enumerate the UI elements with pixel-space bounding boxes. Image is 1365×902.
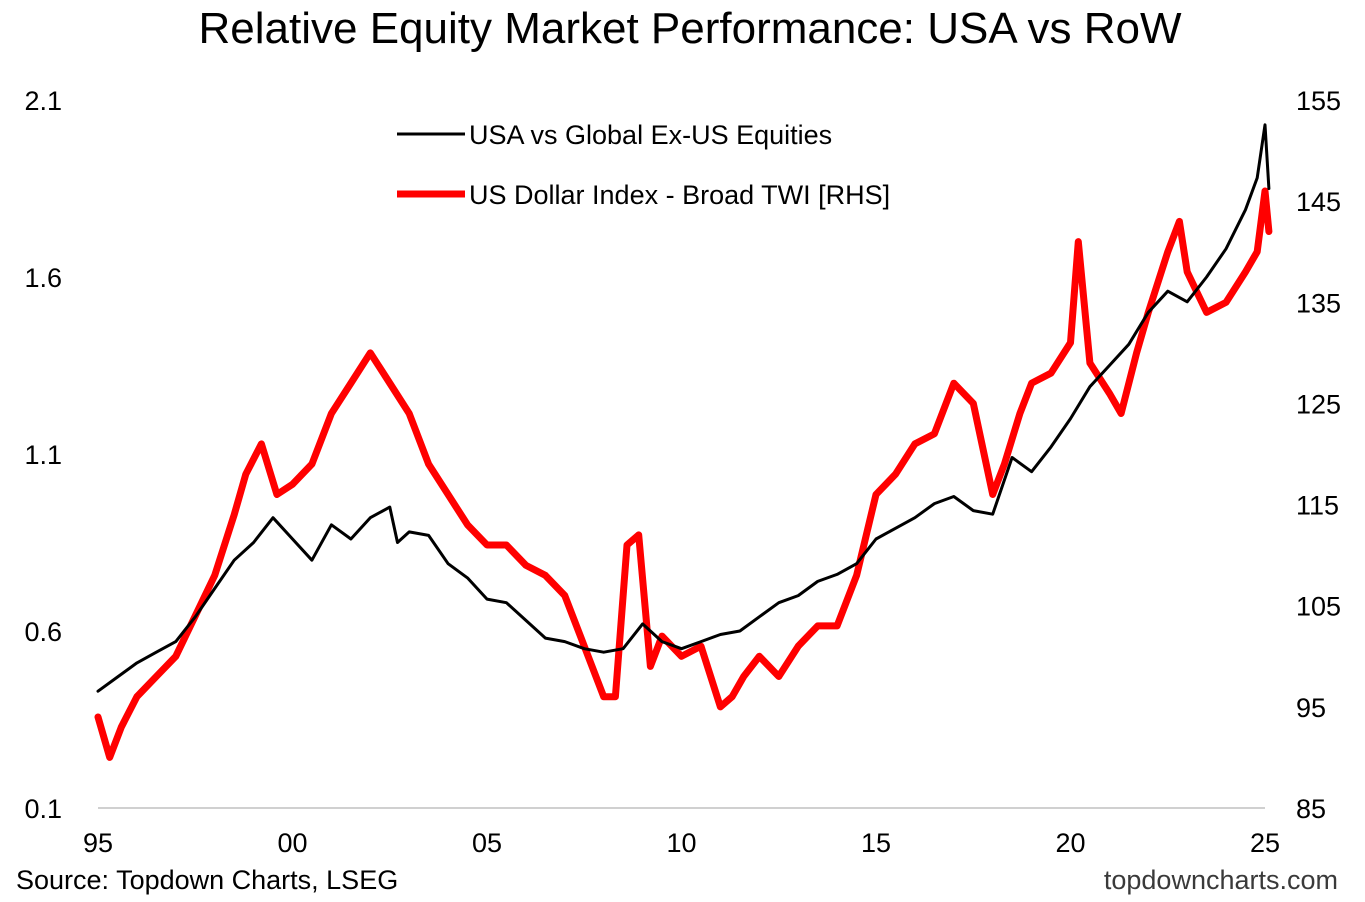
right-tick-label: 85 — [1296, 794, 1326, 824]
x-tick-label: 95 — [83, 828, 113, 858]
left-tick-label: 0.6 — [24, 617, 62, 647]
x-tick-label: 15 — [861, 828, 891, 858]
x-tick-label: 20 — [1055, 828, 1085, 858]
right-tick-label: 125 — [1296, 389, 1341, 419]
brand-watermark: topdowncharts.com — [1103, 865, 1338, 895]
left-tick-label: 2.1 — [24, 86, 62, 116]
right-tick-label: 95 — [1296, 693, 1326, 723]
right-tick-label: 145 — [1296, 187, 1341, 217]
series-layer — [94, 123, 1273, 761]
x-axis-ticks: 95 00 05 10 15 20 25 — [83, 828, 1280, 858]
left-tick-label: 1.6 — [24, 263, 62, 293]
series-usa-vs-global-line — [96, 123, 1271, 693]
left-tick-label: 0.1 — [24, 794, 62, 824]
left-axis-ticks: 0.1 0.6 1.1 1.6 2.1 — [24, 86, 62, 824]
x-tick-label: 05 — [472, 828, 502, 858]
series-us-dollar-index-line — [94, 187, 1273, 761]
x-tick-label: 00 — [277, 828, 307, 858]
left-tick-label: 1.1 — [24, 440, 62, 470]
right-tick-label: 135 — [1296, 288, 1341, 318]
legend-label-us-dollar-index: US Dollar Index - Broad TWI [RHS] — [469, 180, 890, 210]
source-note: Source: Topdown Charts, LSEG — [16, 865, 399, 895]
legend: USA vs Global Ex-US Equities US Dollar I… — [397, 120, 890, 210]
x-tick-label: 25 — [1250, 828, 1280, 858]
chart-title: Relative Equity Market Performance: USA … — [198, 4, 1182, 53]
right-tick-label: 115 — [1296, 491, 1339, 521]
right-axis-ticks: 85 95 105 115 125 135 145 155 — [1296, 86, 1341, 824]
x-tick-label: 10 — [666, 828, 696, 858]
right-tick-label: 155 — [1296, 86, 1341, 116]
right-tick-label: 105 — [1296, 592, 1341, 622]
legend-label-usa-vs-global: USA vs Global Ex-US Equities — [469, 120, 832, 150]
